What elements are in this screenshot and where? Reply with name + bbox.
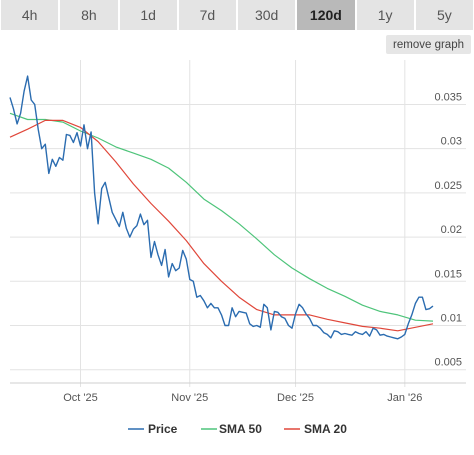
x-tick-label: Dec '25 xyxy=(277,392,314,404)
tab-5y[interactable]: 5y xyxy=(415,0,473,30)
series-line-sma-50 xyxy=(9,112,434,322)
legend-item-sma-50[interactable]: SMA 50 xyxy=(201,422,262,436)
y-axis: 0.005 0.01 0.015 0.02 0.025 0.03 0.035 xyxy=(434,91,462,368)
tab-120d[interactable]: 120d xyxy=(297,0,355,30)
y-tick-label: 0.025 xyxy=(434,180,462,192)
series-line-sma-20 xyxy=(9,119,434,332)
tab-8h[interactable]: 8h xyxy=(60,0,118,30)
legend-label: SMA 20 xyxy=(304,422,347,436)
tab-1y[interactable]: 1y xyxy=(356,0,414,30)
legend-item-sma-20[interactable]: SMA 20 xyxy=(284,422,347,436)
legend: Price SMA 50 SMA 20 xyxy=(128,422,347,436)
tab-7d[interactable]: 7d xyxy=(178,0,236,30)
remove-graph-button[interactable]: remove graph xyxy=(386,35,471,54)
legend-label: Price xyxy=(148,422,178,436)
chart-grid xyxy=(10,60,466,387)
tab-1d[interactable]: 1d xyxy=(119,0,177,30)
x-tick-label: Nov '25 xyxy=(171,392,208,404)
y-tick-label: 0.005 xyxy=(434,357,462,369)
x-tick-label: Oct '25 xyxy=(63,392,98,404)
y-tick-label: 0.015 xyxy=(434,268,462,280)
y-tick-label: 0.01 xyxy=(441,313,462,325)
y-tick-label: 0.03 xyxy=(441,136,462,148)
tab-30d[interactable]: 30d xyxy=(238,0,296,30)
plot-area xyxy=(9,75,434,340)
legend-item-price[interactable]: Price xyxy=(128,422,178,436)
timeframe-tabs: 4h 8h 1d 7d 30d 120d 1y 5y xyxy=(0,0,474,30)
tab-4h[interactable]: 4h xyxy=(1,0,59,30)
y-tick-label: 0.035 xyxy=(434,91,462,103)
x-tick-label: Jan '26 xyxy=(387,392,422,404)
y-tick-label: 0.02 xyxy=(441,224,462,236)
x-axis: Oct '25 Nov '25 Dec '25 Jan '26 xyxy=(10,382,466,404)
legend-label: SMA 50 xyxy=(219,422,262,436)
series-line-price xyxy=(9,75,434,340)
